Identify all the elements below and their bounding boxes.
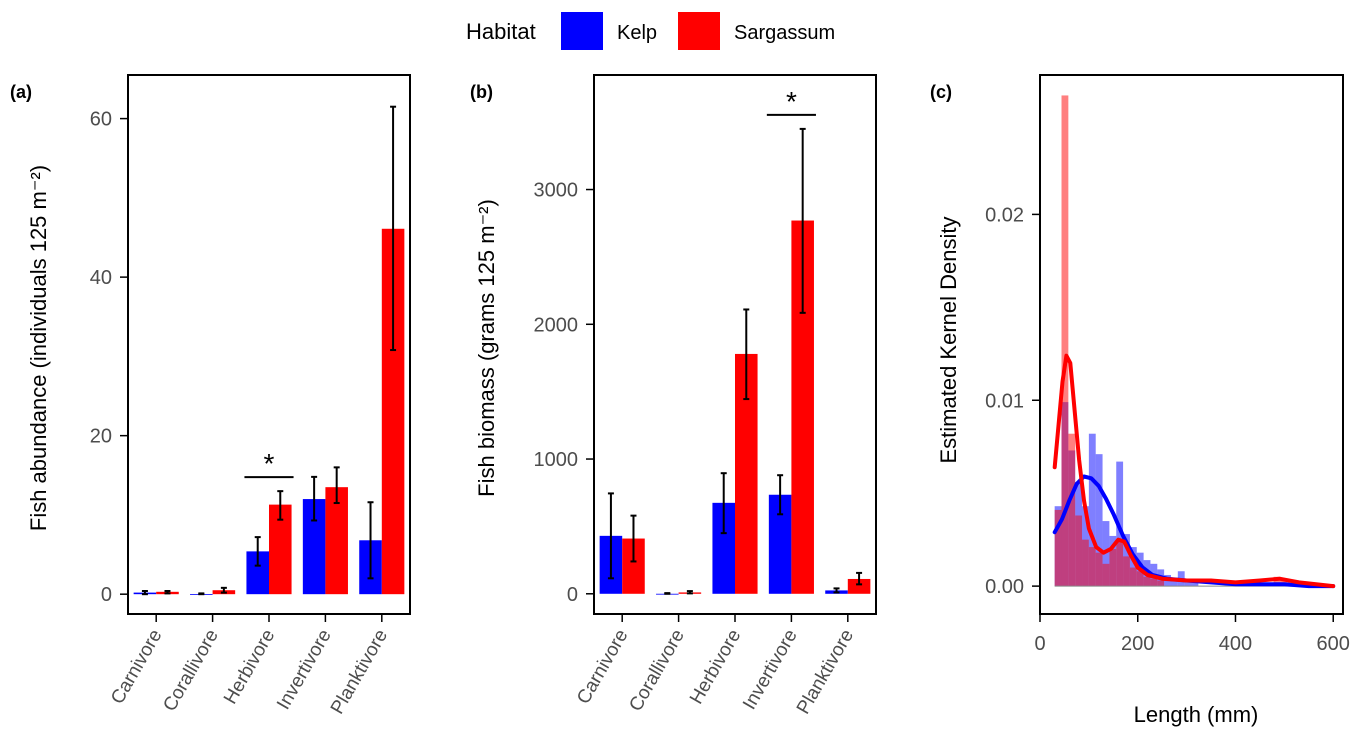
histogram-bar-sargassum [1129, 567, 1137, 587]
x-tick-label-corallivore: Corallivore [625, 626, 689, 715]
x-tick-label-herbivore: Herbivore [220, 626, 279, 708]
legend-label-kelp: Kelp [617, 22, 657, 44]
histogram-bar-sargassum [1054, 509, 1062, 587]
histogram-bar-sargassum [1061, 95, 1069, 587]
bar-sargassum-herbivore [735, 353, 758, 594]
bar-sargassum-invertivore [325, 487, 348, 595]
bar-sargassum-planktivore [847, 578, 871, 594]
bar-sargassum-planktivore [381, 228, 405, 595]
x-axis-title-c: Length (mm) [1134, 702, 1259, 727]
bar-sargassum-carnivore [622, 538, 645, 594]
y-tick-label: 0 [101, 584, 112, 606]
x-tick-label-carnivore: Carnivore [107, 626, 166, 708]
density-line-sargassum [1052, 353, 1336, 589]
histogram-bar-sargassum [1123, 556, 1130, 587]
y-tick-label: 20 [90, 426, 112, 448]
y-tick-label: 60 [90, 109, 112, 131]
histogram-bar-kelp [1170, 578, 1178, 587]
histogram-bar-sargassum [1157, 580, 1165, 587]
y-tick-label: 0 [567, 584, 578, 606]
panel-a-abundance: 0 20 40 60 CarnivoreCorallivoreHerbivoreInve… [90, 74, 411, 718]
x-tick-label: 200 [1121, 633, 1154, 655]
histogram-bar-sargassum [1068, 433, 1076, 587]
histogram-bar-sargassum [1150, 578, 1158, 587]
x-tick-label-invertivore: Invertivore [273, 626, 336, 713]
legend-title: Habitat [466, 19, 536, 44]
plot-frame [1039, 74, 1344, 615]
y-tick-label: 40 [90, 267, 112, 289]
y-tick-label: 1000 [534, 449, 579, 471]
panel-label-b: (b) [470, 82, 493, 102]
x-tick-label-carnivore: Carnivore [573, 626, 632, 708]
bar-kelp-herbivore [712, 502, 735, 594]
y-tick-label: 0.01 [985, 390, 1024, 412]
y-tick-label: 0.00 [985, 576, 1024, 598]
x-tick-label-invertivore: Invertivore [739, 626, 802, 713]
y-tick-label: 2000 [534, 314, 579, 336]
panel-c-length-density: 0.00 0.01 0.02 0 200 400 600 [985, 74, 1350, 655]
panel-label-c: (c) [930, 82, 952, 102]
significance-star: * [786, 86, 797, 117]
legend-label-sargassum: Sargassum [734, 22, 835, 44]
legend: Habitat Kelp Sargassum [466, 12, 835, 50]
y-tick-label: 3000 [534, 180, 579, 202]
bar-kelp-invertivore [768, 494, 792, 594]
bar-sargassum-invertivore [791, 220, 814, 594]
panel-label-a: (a) [10, 82, 32, 102]
x-tick-label-corallivore: Corallivore [159, 626, 223, 715]
y-axis-title-c: Estimated Kernel Density [936, 217, 961, 464]
x-tick-label: 400 [1219, 633, 1252, 655]
histogram-bar-sargassum [1095, 552, 1103, 587]
histogram-bar-kelp [1129, 547, 1137, 587]
bar-kelp-herbivore [246, 551, 269, 595]
histogram-bar-sargassum [1109, 548, 1117, 587]
y-tick-label: 0.02 [985, 204, 1024, 226]
x-tick-label-planktivore: Planktivore [793, 626, 858, 718]
density-line-kelp [1052, 474, 1336, 589]
y-axis-title-a: Fish abundance (individuals 125 m⁻²) [26, 165, 51, 531]
histogram-bar-sargassum [1082, 539, 1089, 587]
histogram-bar-sargassum [1116, 541, 1124, 587]
x-tick-label-herbivore: Herbivore [686, 626, 745, 708]
x-tick-label: 0 [1034, 633, 1045, 655]
panel-b-biomass: 0 1000 2000 3000 CarnivoreCorallivoreHerbivo… [534, 74, 877, 718]
histogram-bar-sargassum [1088, 547, 1096, 587]
histogram-bar-kelp [1088, 433, 1096, 587]
legend-swatch-sargassum [678, 12, 720, 50]
x-tick-label: 600 [1317, 633, 1350, 655]
histogram-bar-sargassum [1136, 571, 1144, 587]
histogram-bar-kelp [1191, 580, 1199, 587]
histogram-bar-sargassum [1143, 576, 1151, 587]
x-tick-label-planktivore: Planktivore [327, 626, 392, 718]
histogram-bar-kelp [1095, 454, 1103, 587]
significance-star: * [264, 448, 275, 479]
histogram-bar-sargassum [1273, 576, 1281, 587]
histogram-bar-sargassum [1075, 515, 1083, 587]
bar-sargassum-herbivore [269, 504, 292, 595]
histogram-bar-sargassum [1102, 563, 1110, 587]
bar-kelp-invertivore [302, 499, 326, 595]
legend-swatch-kelp [561, 12, 603, 50]
y-axis-title-b: Fish biomass (grams 125 m⁻²) [474, 199, 499, 497]
